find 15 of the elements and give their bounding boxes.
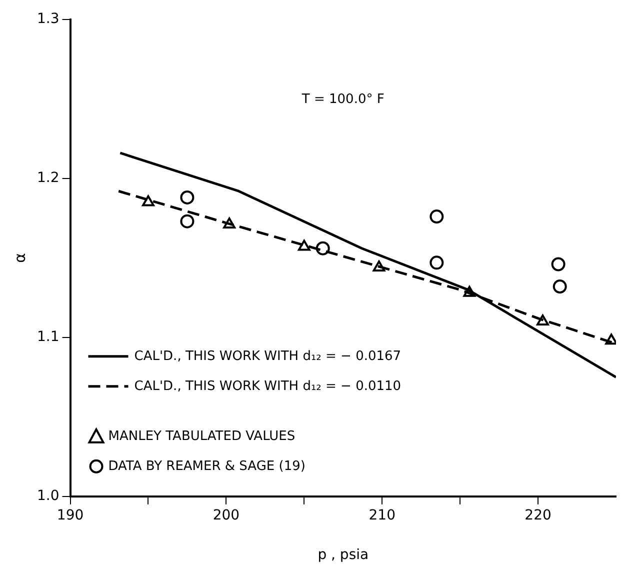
y-tick-label: 1.2 bbox=[37, 170, 60, 186]
y-tick-label: 1.3 bbox=[37, 11, 60, 28]
legend-label: MANLEY TABULATED VALUES bbox=[108, 428, 296, 444]
legend-label: DATA BY REAMER & SAGE (19) bbox=[108, 458, 306, 474]
x-tick-label: 200 bbox=[212, 507, 240, 524]
x-tick-label: 190 bbox=[56, 507, 84, 524]
x-tick-label: 220 bbox=[524, 507, 552, 524]
legend-label: CAL'D., THIS WORK WITH d₁₂ = − 0.0167 bbox=[134, 348, 402, 364]
x-tick-label: 210 bbox=[368, 507, 396, 524]
annotation: T = 100.0° F bbox=[300, 92, 384, 107]
y-tick-label: 1.1 bbox=[37, 329, 60, 346]
x-axis-title: p , psia bbox=[318, 547, 369, 564]
y-tick-label: 1.0 bbox=[37, 488, 60, 504]
y-axis-title: α bbox=[10, 252, 29, 263]
legend-label: CAL'D., THIS WORK WITH d₁₂ = − 0.0110 bbox=[134, 378, 402, 394]
